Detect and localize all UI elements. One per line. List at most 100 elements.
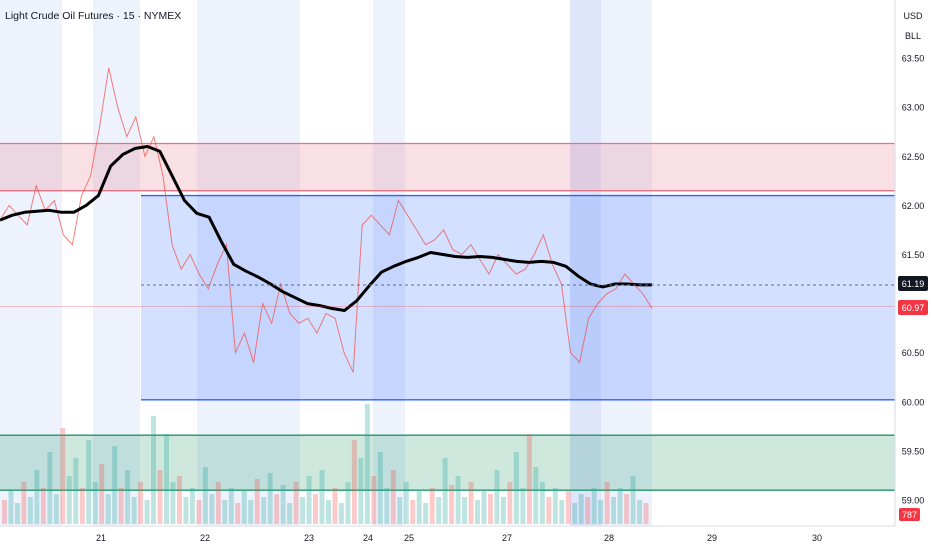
time-tick-label: 24 <box>363 533 373 543</box>
volume-bar <box>526 434 532 524</box>
unit-label: BLL <box>905 31 921 41</box>
volume-bar <box>248 500 254 524</box>
time-tick-label: 21 <box>96 533 106 543</box>
volume-bar <box>585 497 591 524</box>
volume-bar <box>338 503 344 524</box>
moving-average-line <box>0 145 652 312</box>
volume-bar <box>364 404 370 524</box>
volume-bar <box>358 458 364 524</box>
volume-bar <box>416 491 422 524</box>
volume-bar <box>494 470 500 524</box>
session-band <box>0 0 62 526</box>
volume-bar <box>254 479 260 524</box>
resistance-zone <box>0 143 895 191</box>
volume-badge <box>899 508 920 521</box>
volume-bar <box>397 497 403 524</box>
volume-bar <box>384 488 390 524</box>
volume-bar <box>559 500 565 524</box>
last-price-badge <box>898 276 928 291</box>
volume-bar <box>488 494 493 524</box>
volume-bar <box>377 452 383 524</box>
price-tick-label: 63.50 <box>902 54 925 64</box>
volume-bar <box>267 473 273 524</box>
volume-bar <box>300 497 306 524</box>
volume-bar <box>539 482 545 524</box>
session-band <box>601 0 652 526</box>
volume-bar <box>14 503 20 524</box>
volume-bar <box>429 488 435 524</box>
volume-bar <box>319 470 325 524</box>
volume-bar <box>481 491 487 524</box>
volume-bar <box>332 488 338 524</box>
volume-bar <box>2 500 7 524</box>
price-lines <box>0 67 653 373</box>
volume-bar <box>552 488 558 524</box>
volume-bar <box>8 491 14 524</box>
volume-bar <box>287 503 293 524</box>
volume-bar <box>371 476 377 524</box>
ref-price-label: 60.97 <box>902 303 925 313</box>
volume-bar <box>578 494 584 524</box>
session-shading <box>0 0 652 526</box>
volume-bar <box>92 482 98 524</box>
time-tick-label: 28 <box>604 533 614 543</box>
volume-bar <box>196 500 202 524</box>
price-tick-label: 63.00 <box>902 103 925 113</box>
volume-bar <box>345 482 351 524</box>
volume-bar <box>209 494 215 524</box>
volume-bar <box>99 464 105 524</box>
volume-bar <box>293 482 299 524</box>
volume-bar <box>449 485 455 524</box>
volume-bar <box>235 503 241 524</box>
time-tick-label: 23 <box>304 533 314 543</box>
volume-bar <box>21 482 27 524</box>
volume-bar <box>228 488 234 524</box>
volume-bar <box>112 446 118 524</box>
volume-bar <box>86 440 92 524</box>
price-tick-label: 60.50 <box>902 348 925 358</box>
volume-bar <box>73 458 79 524</box>
volume-bar <box>507 482 513 524</box>
volume-bar <box>410 500 416 524</box>
volume-bar <box>144 500 150 524</box>
volume-bar <box>138 482 144 524</box>
last-price-label: 61.19 <box>902 279 925 289</box>
time-tick-label: 22 <box>200 533 210 543</box>
volume-bar <box>436 497 442 524</box>
volume-bars <box>2 404 649 524</box>
volume-bar <box>125 470 131 524</box>
volume-bar <box>176 476 182 524</box>
price-tick-label: 62.50 <box>902 152 925 162</box>
session-band <box>93 0 140 526</box>
volume-bar <box>611 497 617 524</box>
volume-bar <box>241 491 247 524</box>
volume-bar <box>164 434 169 524</box>
volume-bar <box>60 428 66 524</box>
channel-zone <box>141 195 895 400</box>
volume-bar <box>462 497 468 524</box>
price-axis-panel <box>895 0 932 550</box>
volume-bar <box>151 416 157 524</box>
session-band <box>197 0 300 526</box>
volume-bar <box>66 476 72 524</box>
volume-bar <box>280 485 286 524</box>
support-zone <box>0 435 895 491</box>
time-tick-label: 29 <box>707 533 717 543</box>
volume-bar <box>351 440 357 524</box>
volume-bar <box>513 452 519 524</box>
time-tick-label: 30 <box>812 533 822 543</box>
volume-bar <box>157 470 163 524</box>
volume-bar <box>423 503 429 524</box>
price-tick-label: 62.00 <box>902 201 925 211</box>
volume-bar <box>170 482 176 524</box>
volume-bar <box>624 494 630 524</box>
volume-bar <box>53 494 59 524</box>
price-tick-label: 59.00 <box>902 496 925 506</box>
volume-bar <box>455 476 461 524</box>
price-tick-label: 60.00 <box>902 397 925 407</box>
volume-bar <box>390 470 396 524</box>
volume-bar <box>261 497 267 524</box>
volume-bar <box>183 497 189 524</box>
